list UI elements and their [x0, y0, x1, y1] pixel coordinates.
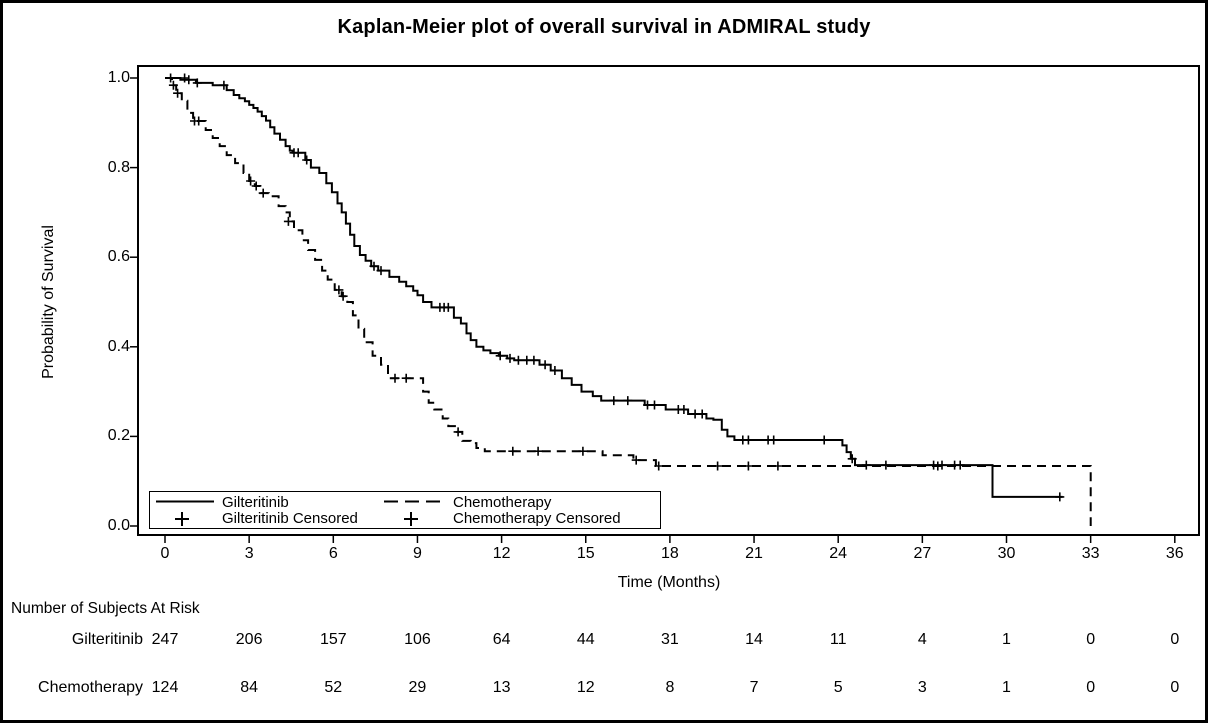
at-risk-value: 29	[408, 679, 427, 696]
at-risk-value: 13	[492, 679, 511, 696]
y-tick-label: 0.2	[107, 427, 130, 445]
x-tick-label: 30	[997, 545, 1016, 562]
legend-markers	[156, 500, 445, 526]
at-risk-value: 12	[576, 679, 595, 696]
x-axis-title: Time (Months)	[617, 574, 721, 591]
at-risk-value: 0	[1170, 631, 1180, 648]
y-axis-title: Probability of Survival	[40, 225, 57, 379]
x-tick-label: 27	[913, 545, 932, 562]
x-tick-label: 24	[829, 545, 848, 562]
at-risk-value: 64	[492, 631, 511, 648]
at-risk-value: 5	[833, 679, 843, 696]
x-tick-label: 12	[492, 545, 511, 562]
chart-title: Kaplan-Meier plot of overall survival in…	[337, 16, 871, 38]
x-tick-label: 15	[576, 545, 595, 562]
y-tick-label: 0.0	[107, 517, 130, 534]
x-tick-label: 21	[745, 545, 763, 562]
plot-frame	[137, 65, 1200, 536]
chemotherapy-curve	[165, 77, 1092, 526]
x-tick-label: 33	[1081, 545, 1100, 562]
y-tick-label: 0.4	[107, 337, 130, 355]
at-risk-value: 8	[665, 679, 675, 696]
chemotherapy-censor-marks	[168, 80, 943, 471]
at-risk-value: 14	[745, 631, 763, 648]
gilteritinib-curve	[165, 77, 1063, 498]
x-tick-label: 0	[160, 545, 170, 562]
legend-label-chemotherapy-censored: Chemotherapy Censored	[453, 510, 621, 527]
x-tick-label: 9	[412, 545, 422, 562]
at-risk-row-label-gilteritinib: Gilteritinib	[71, 631, 143, 648]
x-tick-label: 18	[660, 545, 679, 562]
legend-label-gilteritinib: Gilteritinib	[222, 494, 289, 511]
at-risk-row-label-chemotherapy: Chemotherapy	[38, 679, 143, 696]
at-risk-value: 44	[576, 631, 595, 648]
at-risk-value: 247	[151, 631, 179, 648]
at-risk-value: 206	[235, 631, 263, 648]
x-tick-label: 3	[244, 545, 254, 562]
legend-plus-icon-gilteritinib	[175, 512, 189, 526]
legend-box: Gilteritinib Gilteritinib Censored Chemo…	[149, 491, 661, 529]
at-risk-value: 52	[324, 679, 343, 696]
y-tick-label: 0.8	[107, 158, 130, 176]
at-risk-value: 157	[319, 631, 347, 648]
y-tick-label: 0.6	[107, 248, 130, 266]
at-risk-value: 7	[749, 679, 759, 696]
x-tick-label: 6	[328, 545, 338, 562]
x-tick-label: 36	[1165, 545, 1184, 562]
at-risk-value: 31	[660, 631, 679, 648]
y-tick-label: 1.0	[107, 69, 130, 86]
at-risk-value: 124	[151, 679, 179, 696]
plot-canvas	[130, 65, 1200, 543]
at-risk-value: 0	[1086, 631, 1096, 648]
at-risk-value: 84	[240, 679, 259, 696]
at-risk-value: 3	[917, 679, 927, 696]
at-risk-value: 0	[1086, 679, 1096, 696]
at-risk-header: Number of Subjects At Risk	[11, 600, 200, 617]
at-risk-value: 1	[1002, 631, 1011, 648]
at-risk-value: 11	[829, 631, 847, 648]
at-risk-value: 0	[1170, 679, 1180, 696]
legend-plus-icon-chemotherapy	[404, 512, 418, 526]
gilteritinib-censor-marks	[166, 73, 1065, 502]
at-risk-value: 106	[404, 631, 431, 648]
at-risk-value: 1	[1002, 679, 1011, 696]
legend-label-gilteritinib-censored: Gilteritinib Censored	[222, 510, 358, 527]
at-risk-value: 4	[917, 631, 927, 648]
legend-label-chemotherapy: Chemotherapy	[453, 494, 552, 511]
